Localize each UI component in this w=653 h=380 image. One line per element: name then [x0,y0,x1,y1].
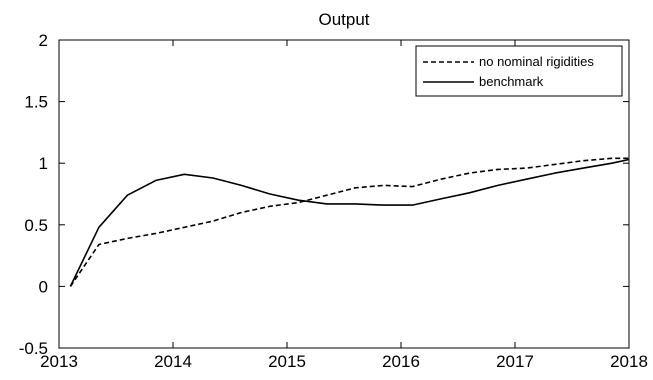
legend-label-no-nominal-rigidities: no nominal rigidities [479,54,594,69]
x-axis: 2013 2014 2015 2016 2017 2018 [40,40,648,371]
y-tick-label: 2 [39,31,48,50]
y-tick-label: 0 [39,277,48,296]
x-tick-label: 2018 [610,352,648,371]
legend-box [415,45,623,97]
y-tick-label: -0.5 [19,339,48,358]
y-tick-label: 1 [39,154,48,173]
x-tick-label: 2014 [154,352,192,371]
y-tick-label: 1.5 [24,93,48,112]
y-axis: -0.5 0 0.5 1 1.5 2 [19,31,629,358]
legend-label-benchmark: benchmark [479,74,544,89]
legend: no nominal rigidities benchmark [415,45,623,97]
x-tick-label: 2015 [268,352,306,371]
series-line-no-nominal-rigidities [69,157,629,287]
y-tick-label: 0.5 [24,216,48,235]
x-tick-label: 2017 [496,352,534,371]
chart-title: Output [318,10,369,29]
x-tick-label: 2013 [40,352,78,371]
x-tick-label: 2016 [382,352,420,371]
series-layer [69,157,630,287]
series-line-benchmark [69,158,630,287]
